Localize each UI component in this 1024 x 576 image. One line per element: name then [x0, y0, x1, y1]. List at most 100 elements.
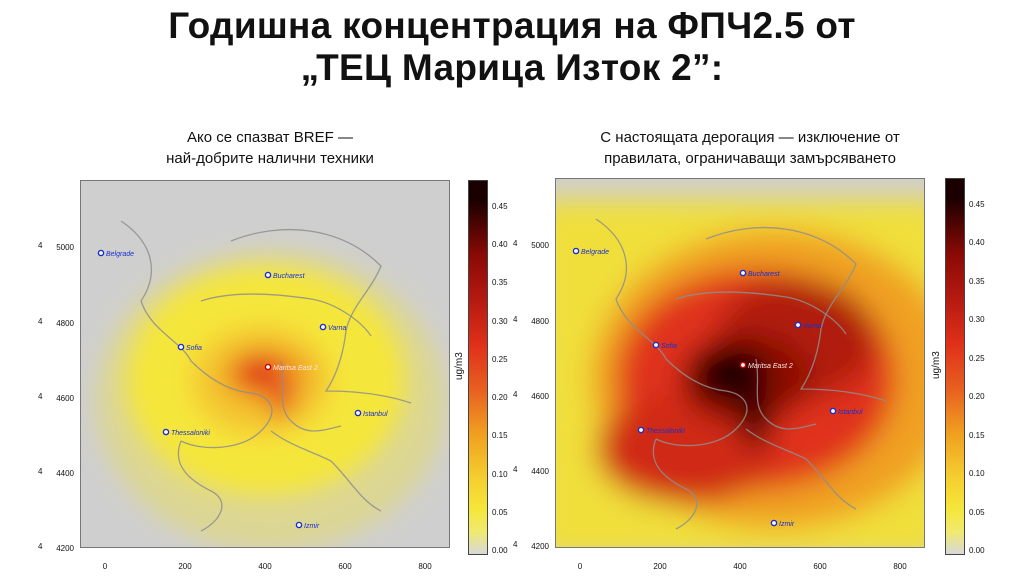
colorbar-tick-label: 0.40 — [969, 238, 985, 248]
y-tick-label: 4800 — [56, 319, 74, 328]
x-tick-label: 600 — [813, 562, 827, 571]
x-tick-label: 0 — [102, 562, 108, 571]
main-title-line2: „ТЕЦ Марица Изток 2”: — [300, 47, 724, 88]
y-axis-prefix: 4 — [513, 239, 518, 248]
concentration-map-svg: Belgrade Bucharest Varna Sofia Maritsa East … — [81, 181, 449, 547]
border-line — [675, 291, 847, 335]
city-marker — [572, 247, 580, 255]
y-tick-label: 5000 — [56, 243, 74, 252]
x-tick-label: 400 — [733, 562, 747, 571]
concentration-contour — [742, 389, 770, 449]
city-label: Maritsa East 2 — [273, 365, 318, 372]
colorbar-unit-label: ug/m3 — [931, 350, 942, 379]
city-marker — [829, 407, 837, 415]
border-line — [230, 228, 412, 404]
city-marker — [652, 341, 660, 349]
colorbar-tick-label: 0.05 — [492, 507, 508, 517]
border-line — [705, 226, 887, 402]
city-label: Istanbul — [838, 409, 863, 416]
border-line — [652, 438, 698, 530]
left-subtitle-line2: най-добрите налични техники — [166, 150, 374, 167]
power-plant-marker — [739, 361, 747, 369]
city-label: Sofia — [186, 345, 202, 352]
colorbar-tick-label: 0.25 — [969, 353, 985, 363]
right-map: Belgrade Bucharest Varna Sofia Maritsa East … — [555, 178, 925, 548]
x-tick-label: 200 — [653, 562, 667, 571]
y-axis-prefix: 4 — [38, 317, 43, 326]
y-axis-prefix: 4 — [513, 315, 518, 324]
city-marker — [177, 343, 185, 351]
colorbar-tick-label: 0.15 — [969, 430, 985, 440]
city-label: Maritsa East 2 — [748, 363, 793, 370]
colorbar-tick-label: 0.45 — [969, 200, 985, 209]
border-line — [595, 218, 748, 447]
city-marker — [295, 521, 303, 529]
colorbar-tick-label: 0.10 — [969, 469, 985, 479]
y-axis-prefix: 4 — [38, 542, 43, 551]
left-subtitle: Ако се спазват BREF — най-добрите наличн… — [120, 127, 420, 169]
y-axis-prefix: 4 — [38, 467, 43, 476]
y-tick-label: 5000 — [531, 241, 549, 250]
y-tick-label: 4200 — [531, 542, 549, 551]
border-line — [280, 360, 342, 432]
y-tick-label: 4200 — [56, 544, 74, 553]
city-marker — [770, 519, 778, 527]
city-label: Istanbul — [363, 411, 388, 418]
colorbar-tick-label: 0.40 — [492, 240, 508, 250]
city-label: Thessaloniki — [171, 430, 210, 437]
y-axis-prefix: 4 — [38, 241, 43, 250]
x-tick-label: 800 — [893, 562, 907, 571]
x-tick-label: 200 — [178, 562, 192, 571]
border-line — [745, 428, 857, 510]
city-label: Bucharest — [748, 271, 781, 278]
right-subtitle: С настоящата дерогация — изключение от п… — [555, 127, 945, 169]
left-map: Belgrade Bucharest Varna Sofia Maritsa East … — [80, 180, 450, 548]
border-line — [177, 440, 223, 532]
city-marker — [264, 271, 272, 279]
city-label: Izmir — [779, 521, 795, 528]
city-marker — [637, 426, 645, 434]
city-marker — [319, 323, 327, 331]
colorbar-tick-label: 0.20 — [969, 392, 985, 402]
city-label: Bucharest — [273, 273, 306, 280]
y-axis-prefix: 4 — [38, 392, 43, 401]
colorbar-tick-label: 0.30 — [492, 316, 508, 326]
colorbar-unit-label: ug/m3 — [454, 351, 465, 380]
border-line — [200, 293, 372, 337]
colorbar-tick-label: 0.20 — [492, 393, 508, 403]
y-tick-label: 4600 — [531, 392, 549, 401]
city-marker — [97, 249, 105, 257]
x-tick-label: 800 — [418, 562, 432, 571]
right-subtitle-line1: С настоящата дерогация — изключение от — [600, 129, 900, 146]
city-label: Belgrade — [581, 249, 609, 256]
city-marker — [794, 321, 802, 329]
y-tick-label: 4600 — [56, 394, 74, 403]
city-marker — [162, 428, 170, 436]
city-marker — [354, 409, 362, 417]
y-tick-label: 4400 — [531, 467, 549, 476]
x-tick-label: 400 — [258, 562, 272, 571]
power-plant-marker — [264, 363, 272, 371]
x-tick-label: 0 — [577, 562, 583, 571]
city-label: Thessaloniki — [646, 428, 685, 435]
border-line — [755, 358, 817, 430]
colorbar-tick-label: 0.30 — [969, 315, 985, 325]
city-label: Varna — [328, 325, 347, 332]
city-label: Sofia — [661, 343, 677, 350]
city-label: Varna — [803, 323, 822, 330]
left-colorbar — [468, 180, 488, 555]
colorbar-tick-label: 0.10 — [492, 469, 508, 479]
x-tick-label: 600 — [338, 562, 352, 571]
y-axis-prefix: 4 — [513, 540, 518, 549]
y-tick-label: 4400 — [56, 469, 74, 478]
colorbar-tick-label: 0.00 — [969, 546, 985, 555]
city-label: Belgrade — [106, 251, 134, 258]
y-axis-prefix: 4 — [513, 390, 518, 399]
colorbar-tick-label: 0.35 — [969, 276, 985, 286]
y-tick-label: 4800 — [531, 317, 549, 326]
colorbar-tick-label: 0.00 — [492, 546, 508, 555]
border-line — [120, 220, 273, 449]
colorbar-tick-label: 0.15 — [492, 431, 508, 441]
city-marker — [739, 269, 747, 277]
left-subtitle-line1: Ако се спазват BREF — — [187, 129, 353, 146]
